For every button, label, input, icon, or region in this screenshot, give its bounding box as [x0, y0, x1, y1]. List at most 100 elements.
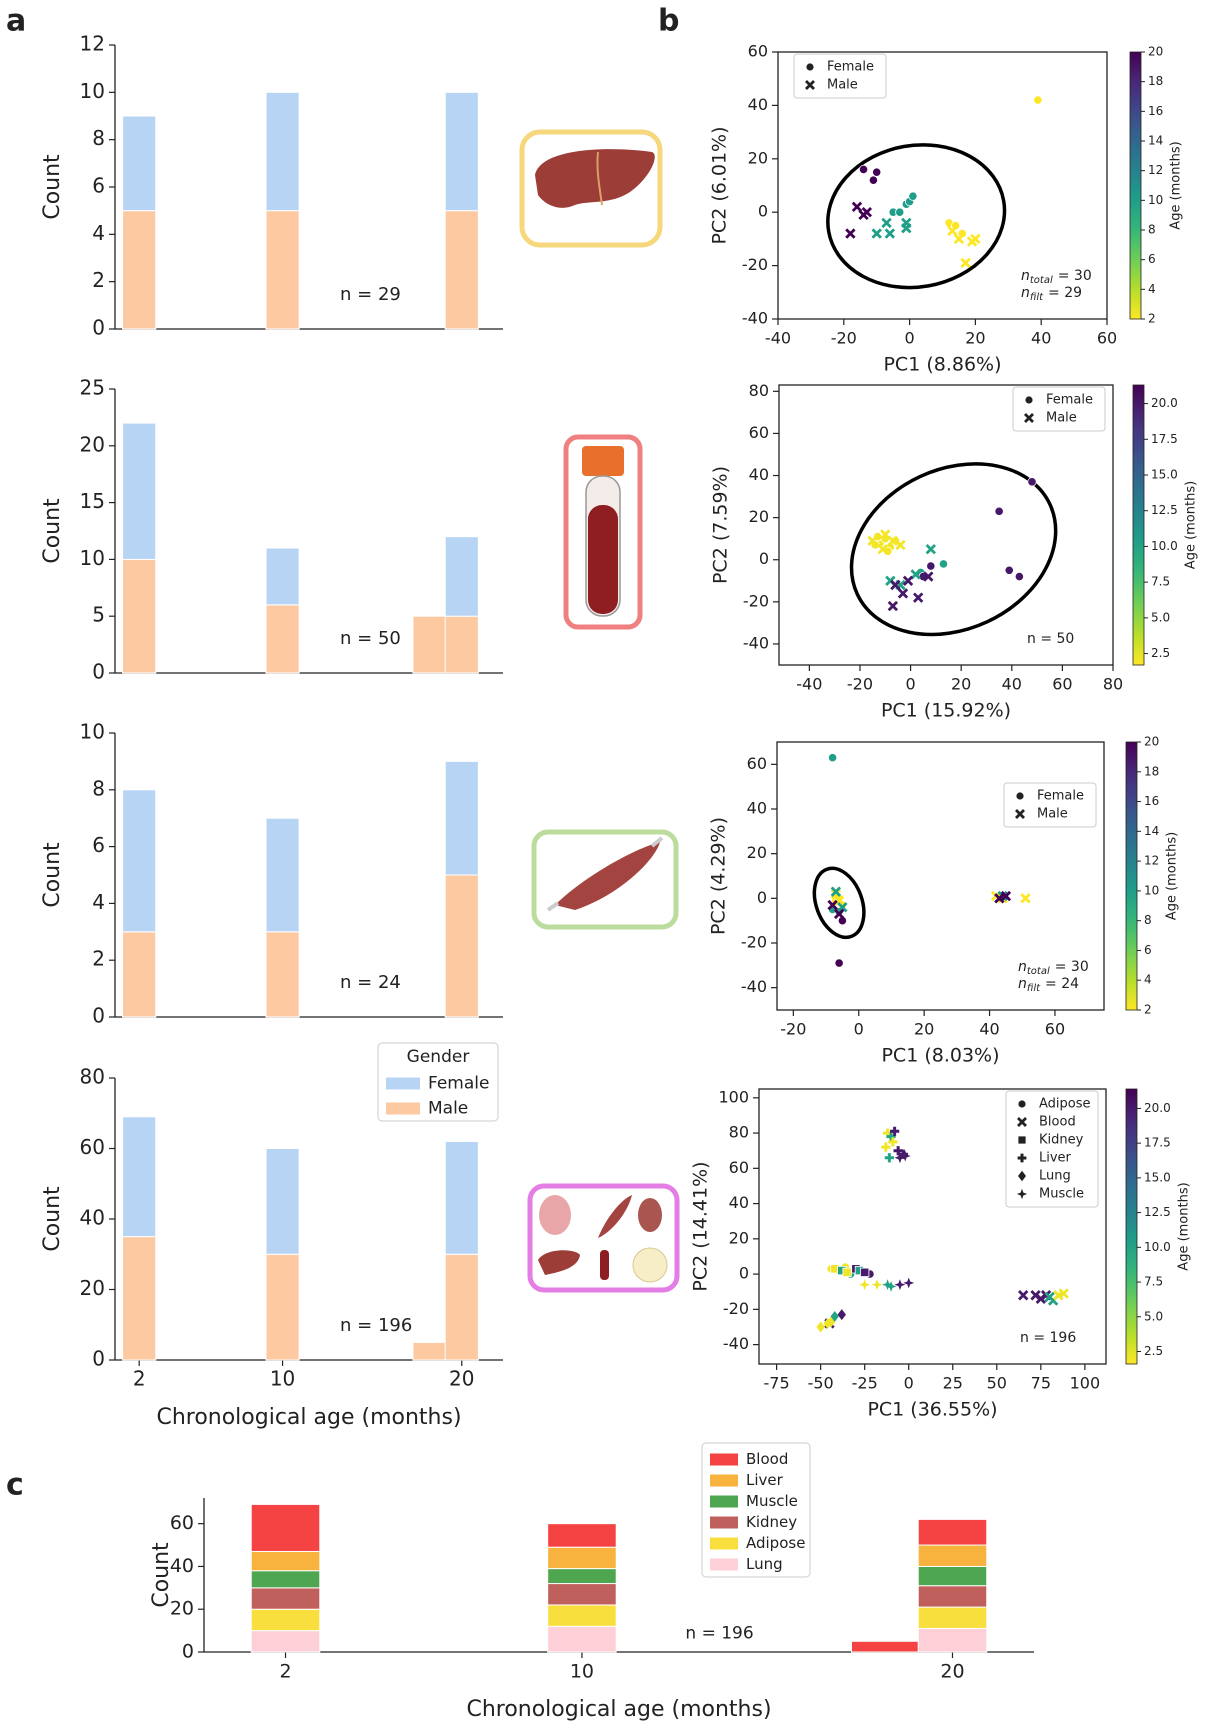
legend: Adipose Blood Kidney Liver Lung Muscle	[1005, 1090, 1099, 1208]
x-tick-label: 40	[1031, 329, 1051, 348]
point	[886, 1131, 896, 1142]
legend-marker	[1024, 413, 1034, 423]
colorbar-tick-label: 18	[1144, 764, 1159, 778]
legend-title: Gender	[407, 1047, 470, 1067]
point	[994, 893, 1005, 904]
y-tick-label: 20	[170, 1598, 194, 1620]
point	[887, 535, 899, 546]
y-tick-label: 2	[92, 947, 105, 971]
annotation: n = 196	[340, 1315, 412, 1336]
point	[833, 895, 845, 906]
y-axis-label: Count	[40, 842, 65, 908]
colorbar-tick-label: 12.5	[1151, 503, 1178, 517]
point	[834, 958, 844, 968]
bar	[547, 1546, 617, 1570]
y-tick-label: 6	[92, 833, 105, 857]
legend-marker	[1024, 395, 1034, 405]
annotation: n = 50	[1027, 631, 1074, 647]
y-tick-label: 10	[80, 546, 105, 570]
y-tick-label: 20	[729, 1228, 749, 1247]
axes: -40 -20 0 20 40 60 -40 -20 0 20 40 60 PC2 (6.01%) PC1…	[709, 42, 1118, 376]
x-tick-label: 20	[449, 1367, 474, 1391]
x-tick-label: 10	[270, 1367, 295, 1391]
annotation: n = 24	[340, 972, 401, 993]
x-tick-label: 60	[1045, 1020, 1065, 1039]
colorbar-tick-label: 5.0	[1144, 1309, 1163, 1323]
bar	[547, 1523, 617, 1548]
y-tick-label: -40	[723, 1334, 749, 1353]
point	[851, 201, 863, 213]
point	[871, 228, 882, 239]
x-axis-label: Chronological age (months)	[156, 1405, 461, 1430]
x-tick-label: -20	[780, 1020, 806, 1039]
annotation-subscript: total	[1027, 966, 1050, 977]
x-tick-label: 10	[570, 1661, 594, 1683]
legend-marker	[1016, 1188, 1028, 1200]
colorbar-tick-label: 17.5	[1151, 432, 1178, 446]
point	[888, 1137, 898, 1147]
y-tick-label: 40	[747, 799, 767, 818]
point	[833, 908, 845, 920]
legend-marker	[1015, 791, 1025, 801]
legend-label: Lung	[1039, 1169, 1071, 1184]
axes: 0 20 40 60 80 2 10 20 Count Chronological age (mo…	[40, 1065, 503, 1430]
point	[845, 228, 856, 239]
legend: Gender Female Male	[377, 1042, 499, 1122]
point	[881, 217, 892, 229]
annotation-base: n	[1021, 285, 1030, 301]
point	[871, 1279, 883, 1291]
bar	[265, 817, 300, 933]
confidence-ellipse	[826, 143, 1007, 290]
legend: Female Male	[1012, 386, 1106, 432]
colorbar	[1129, 51, 1142, 320]
legend-marker	[805, 80, 815, 90]
y-tick-label: 10	[80, 720, 105, 744]
point	[830, 1310, 839, 1322]
y-axis-label: Count	[40, 498, 65, 564]
colorbar-label: Age (months)	[1165, 832, 1180, 920]
axes-frame	[778, 384, 1114, 666]
y-tick-label: 20	[80, 432, 105, 456]
point	[830, 886, 842, 897]
legend-label: Male	[428, 1099, 468, 1119]
bar	[547, 1568, 617, 1585]
y-tick-label: 0	[739, 1264, 749, 1283]
point	[1033, 95, 1043, 105]
x-tick-label: 100	[1070, 1374, 1101, 1393]
annotation-subscript: total	[1030, 275, 1053, 286]
bar	[547, 1625, 617, 1653]
colorbar-tick-label: 15.0	[1144, 1170, 1171, 1184]
point	[895, 207, 905, 217]
bar	[122, 422, 157, 560]
colorbar-tick-label: 15.0	[1151, 468, 1178, 482]
legend-marker	[805, 62, 815, 72]
point	[970, 233, 981, 245]
y-tick-label: 20	[748, 148, 768, 167]
organs-icon	[527, 1183, 680, 1293]
y-tick-label: 0	[92, 316, 105, 340]
bar	[250, 1570, 321, 1589]
y-tick-label: -20	[742, 255, 768, 274]
annotation: n = 29	[340, 284, 401, 305]
point	[1018, 1290, 1029, 1301]
point	[868, 175, 879, 185]
y-tick-label: 0	[759, 549, 769, 568]
bar	[250, 1630, 321, 1653]
x-tick-label: -25	[852, 1374, 878, 1393]
axes: -40 -20 0 20 40 60 80 -40 -20 0 20 40 60 80 PC2 (7.59%…	[710, 381, 1124, 722]
bar	[122, 115, 157, 212]
axes-frame	[776, 741, 1105, 1011]
point	[859, 1279, 871, 1291]
y-tick-label: 4	[92, 221, 105, 245]
legend-swatch	[710, 1558, 738, 1571]
legend-label: Liver	[746, 1471, 784, 1489]
legend-marker	[1015, 809, 1025, 819]
y-axis-label: Count	[40, 154, 65, 220]
bar	[917, 1518, 988, 1546]
legend-label: Liver	[1039, 1151, 1072, 1166]
legend-label: Blood	[746, 1450, 788, 1468]
annotation-text: = 30	[1058, 268, 1092, 284]
bar	[547, 1604, 617, 1627]
bar	[917, 1585, 988, 1608]
